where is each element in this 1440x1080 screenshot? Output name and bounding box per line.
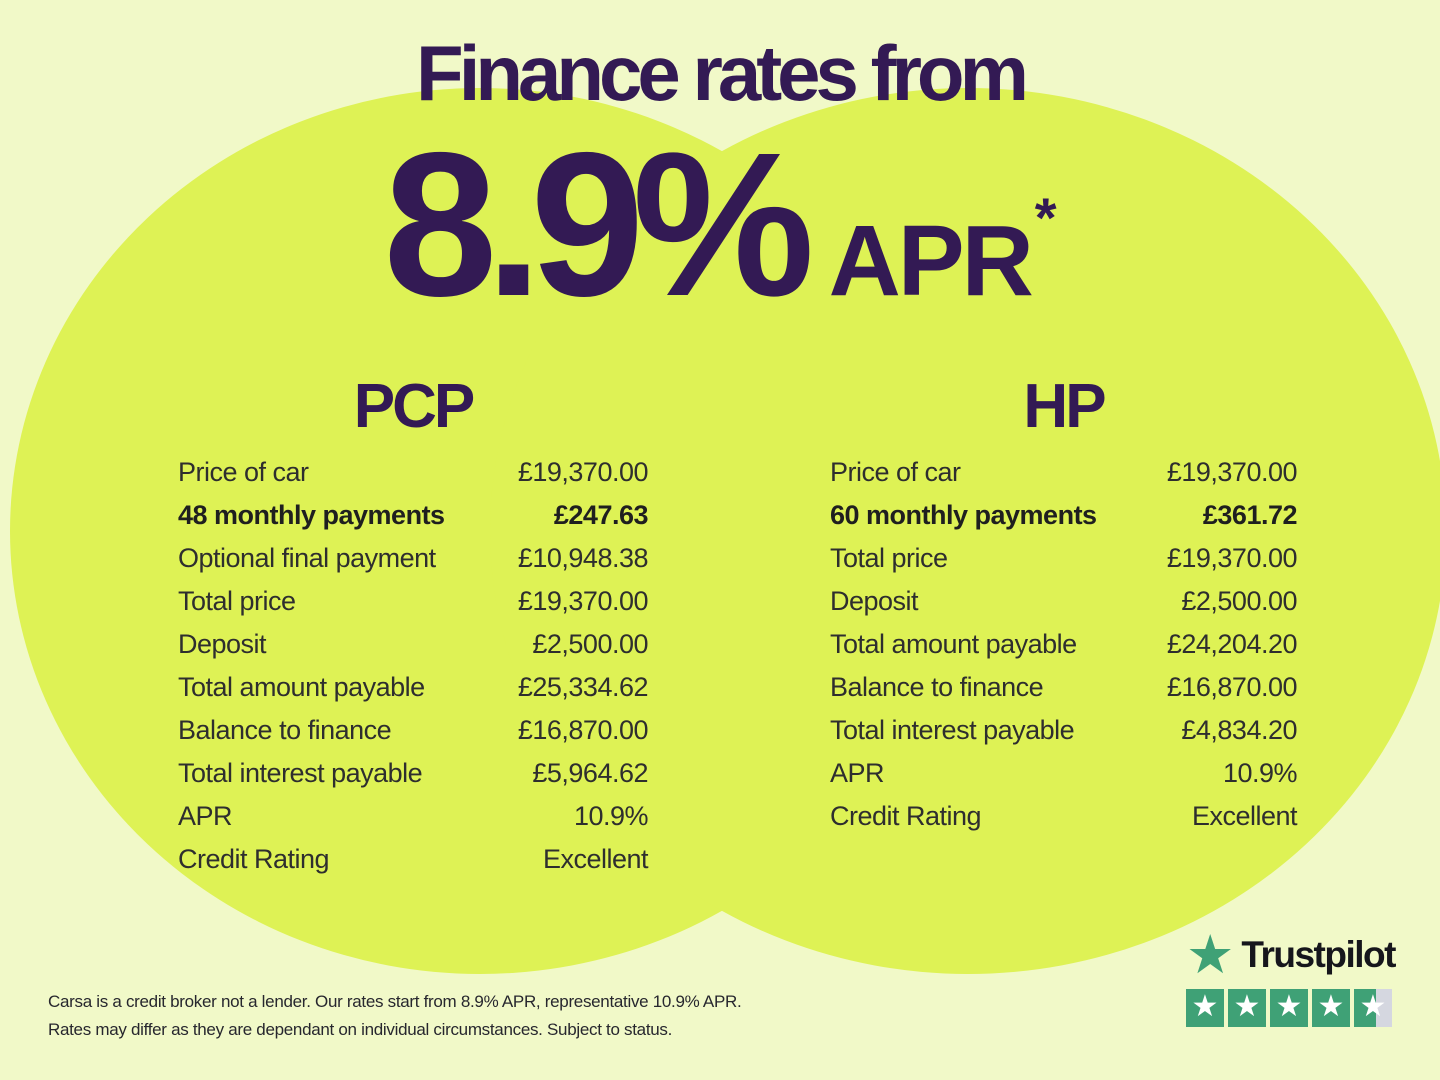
table-row: APR 10.9% bbox=[830, 752, 1298, 795]
row-label: Deposit bbox=[178, 629, 267, 659]
row-value: £19,370.00 bbox=[1166, 543, 1298, 573]
table-row-monthly-payment: 48 monthly payments £247.63 bbox=[178, 494, 649, 537]
table-row: Total interest payable £5,964.62 bbox=[178, 752, 648, 795]
table-row: Optional final payment £10,948.38 bbox=[178, 537, 649, 580]
row-value: £2,500.00 bbox=[532, 629, 648, 659]
pcp-finance-table: PCP Price of car £19,370.00 48 monthly p… bbox=[178, 372, 649, 881]
row-label: Balance to finance bbox=[178, 715, 392, 745]
star-box-2: ★ bbox=[1228, 989, 1266, 1027]
row-label: Optional final payment bbox=[178, 543, 436, 573]
row-label: Total interest payable bbox=[830, 715, 1075, 745]
row-label: Total amount payable bbox=[830, 629, 1077, 659]
table-row: Total price £19,370.00 bbox=[830, 537, 1298, 580]
row-label: APR bbox=[178, 801, 233, 831]
row-value: £19,370.00 bbox=[517, 457, 649, 487]
apr-headline: 8.9% APR * bbox=[0, 122, 1440, 327]
table-row-monthly-payment: 60 monthly payments £361.72 bbox=[830, 494, 1298, 537]
row-label: Total amount payable bbox=[178, 672, 425, 702]
star-icon: ★ bbox=[1233, 990, 1261, 1023]
row-label: Price of car bbox=[178, 457, 309, 487]
star-icon: ★ bbox=[1317, 990, 1345, 1023]
star-icon: ★ bbox=[1275, 990, 1303, 1023]
disclaimer-line-2: Rates may differ as they are dependant o… bbox=[48, 1020, 673, 1039]
disclaimer-line-1: Carsa is a credit broker not a lender. O… bbox=[48, 992, 742, 1011]
star-box-3: ★ bbox=[1270, 989, 1308, 1027]
row-value: Excellent bbox=[542, 844, 649, 874]
trustpilot-logo: ★ Trustpilot bbox=[1186, 925, 1396, 985]
row-value: 10.9% bbox=[1222, 758, 1298, 788]
row-value: £24,204.20 bbox=[1166, 629, 1298, 659]
trustpilot-widget: ★ Trustpilot ★ ★ ★ ★ ★ bbox=[1186, 925, 1396, 1027]
row-value: £4,834.20 bbox=[1181, 715, 1297, 745]
row-value: £19,370.00 bbox=[1166, 457, 1298, 487]
star-icon: ★ bbox=[1191, 990, 1219, 1023]
star-box-1: ★ bbox=[1186, 989, 1224, 1027]
hp-heading: HP bbox=[1023, 372, 1106, 441]
row-value: £25,334.62 bbox=[517, 672, 649, 702]
row-label: Balance to finance bbox=[830, 672, 1044, 702]
right-circle-shape bbox=[490, 88, 1440, 974]
table-row: Total amount payable £25,334.62 bbox=[178, 666, 649, 709]
table-row: Deposit £2,500.00 bbox=[178, 623, 648, 666]
table-row: APR 10.9% bbox=[178, 795, 649, 838]
table-row: Credit Rating Excellent bbox=[830, 795, 1298, 838]
row-value: £10,948.38 bbox=[517, 543, 649, 573]
row-value: 10.9% bbox=[573, 801, 649, 831]
star-box-5-half: ★ bbox=[1354, 989, 1392, 1027]
disclaimer: Carsa is a credit broker not a lender. O… bbox=[48, 988, 742, 1044]
row-label: Deposit bbox=[830, 586, 919, 616]
table-row: Price of car £19,370.00 bbox=[178, 451, 649, 494]
trustpilot-star-icon: ★ bbox=[1186, 925, 1235, 985]
star-icon: ★ bbox=[1359, 990, 1387, 1023]
star-box-4: ★ bbox=[1312, 989, 1350, 1027]
row-label: Total interest payable bbox=[178, 758, 423, 788]
row-value: Excellent bbox=[1191, 801, 1298, 831]
row-label: 60 monthly payments bbox=[830, 500, 1097, 530]
apr-asterisk: * bbox=[1034, 186, 1057, 249]
table-row: Deposit £2,500.00 bbox=[830, 580, 1297, 623]
row-value: £247.63 bbox=[553, 500, 649, 530]
row-value: £5,964.62 bbox=[532, 758, 648, 788]
pcp-heading: PCP bbox=[353, 372, 475, 441]
row-value: £16,870.00 bbox=[517, 715, 649, 745]
table-row: Total interest payable £4,834.20 bbox=[830, 709, 1297, 752]
row-value: £19,370.00 bbox=[517, 586, 649, 616]
table-row: Credit Rating Excellent bbox=[178, 838, 649, 881]
row-label: APR bbox=[830, 758, 885, 788]
hp-finance-table: HP Price of car £19,370.00 60 monthly pa… bbox=[830, 372, 1298, 838]
row-label: Credit Rating bbox=[178, 844, 330, 874]
finance-rates-kicker: Finance rates from bbox=[416, 29, 1029, 117]
apr-rate-value: 8.9% bbox=[383, 110, 814, 339]
trustpilot-wordmark: Trustpilot bbox=[1241, 934, 1396, 975]
apr-unit-label: APR bbox=[828, 205, 1034, 317]
row-label: 48 monthly payments bbox=[178, 500, 445, 530]
row-label: Credit Rating bbox=[830, 801, 982, 831]
table-row: Total price £19,370.00 bbox=[178, 580, 649, 623]
table-row: Price of car £19,370.00 bbox=[830, 451, 1298, 494]
row-value: £16,870.00 bbox=[1166, 672, 1298, 702]
row-label: Price of car bbox=[830, 457, 961, 487]
row-value: £2,500.00 bbox=[1181, 586, 1297, 616]
row-label: Total price bbox=[178, 586, 296, 616]
table-row: Total amount payable £24,204.20 bbox=[830, 623, 1298, 666]
row-label: Total price bbox=[830, 543, 948, 573]
table-row: Balance to finance £16,870.00 bbox=[178, 709, 649, 752]
trustpilot-rating-stars: ★ ★ ★ ★ ★ bbox=[1186, 989, 1395, 1027]
table-row: Balance to finance £16,870.00 bbox=[830, 666, 1298, 709]
row-value: £361.72 bbox=[1202, 500, 1298, 530]
